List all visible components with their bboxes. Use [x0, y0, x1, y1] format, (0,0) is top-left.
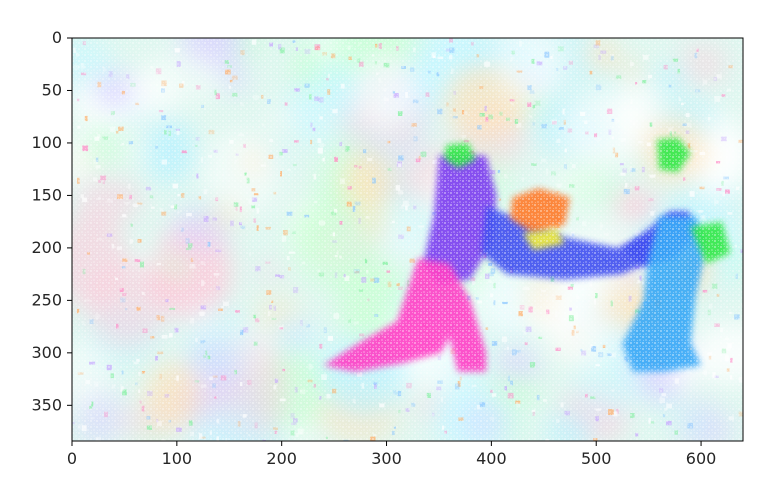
heatmap-image-area: [72, 38, 743, 445]
y-tick-label: 300: [31, 343, 62, 362]
noise-speckle: [243, 441, 248, 445]
x-axis-ticks: 0 100 200 300 400 500 600: [67, 441, 716, 468]
x-tick-label: 300: [371, 449, 402, 468]
plot-frame: [71, 37, 744, 442]
x-tick-label: 0: [67, 449, 77, 468]
y-tick-label: 100: [31, 133, 62, 152]
x-tick-label: 500: [581, 449, 612, 468]
x-tick-label: 100: [162, 449, 193, 468]
region-speckle-overlay: [72, 38, 743, 441]
y-tick-label: 250: [31, 290, 62, 309]
x-tick-label: 600: [686, 449, 717, 468]
y-tick-label: 150: [31, 185, 62, 204]
x-tick-label: 200: [266, 449, 297, 468]
x-tick-label: 400: [476, 449, 507, 468]
y-tick-label: 200: [31, 238, 62, 257]
y-axis-ticks: 0 50 100 150 200 250 300 350: [31, 28, 72, 414]
y-tick-label: 50: [42, 80, 62, 99]
chart-axes: [71, 37, 744, 442]
y-tick-label: 0: [52, 28, 62, 47]
y-tick-label: 350: [31, 395, 62, 414]
